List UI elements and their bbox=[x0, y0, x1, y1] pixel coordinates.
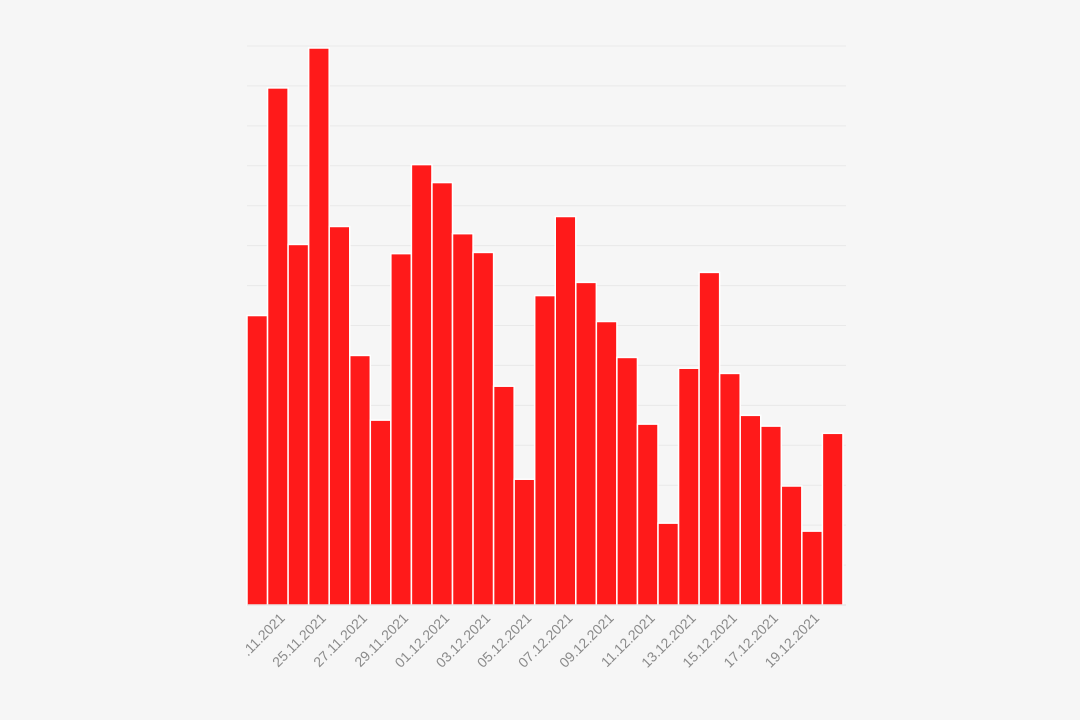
bar bbox=[266, 87, 289, 606]
x-tick-labels: .11.202125.11.202127.11.202129.11.202101… bbox=[239, 610, 823, 671]
bar bbox=[410, 163, 433, 606]
bar bbox=[513, 478, 536, 606]
bar bbox=[287, 243, 310, 606]
bar bbox=[636, 423, 659, 606]
bar bbox=[431, 181, 454, 606]
bar bbox=[533, 294, 557, 606]
bar bbox=[328, 225, 351, 606]
bar bbox=[307, 47, 330, 606]
bar bbox=[698, 271, 721, 606]
bar bbox=[677, 367, 700, 606]
bar bbox=[801, 530, 824, 606]
bar bbox=[821, 432, 844, 606]
bar bbox=[760, 425, 783, 606]
bars bbox=[246, 47, 844, 606]
bar bbox=[575, 281, 598, 606]
bar bbox=[657, 522, 680, 606]
bar bbox=[595, 320, 618, 606]
bar bbox=[349, 354, 372, 606]
bar bbox=[369, 419, 392, 606]
bar bbox=[472, 251, 495, 606]
bar bbox=[718, 372, 741, 606]
bar bbox=[246, 314, 269, 606]
bar bbox=[616, 356, 639, 606]
bar bbox=[780, 485, 803, 606]
bar bbox=[739, 414, 762, 606]
bar bbox=[451, 232, 474, 606]
bar bbox=[492, 385, 515, 606]
bar bbox=[554, 215, 577, 606]
bar bbox=[390, 252, 413, 606]
